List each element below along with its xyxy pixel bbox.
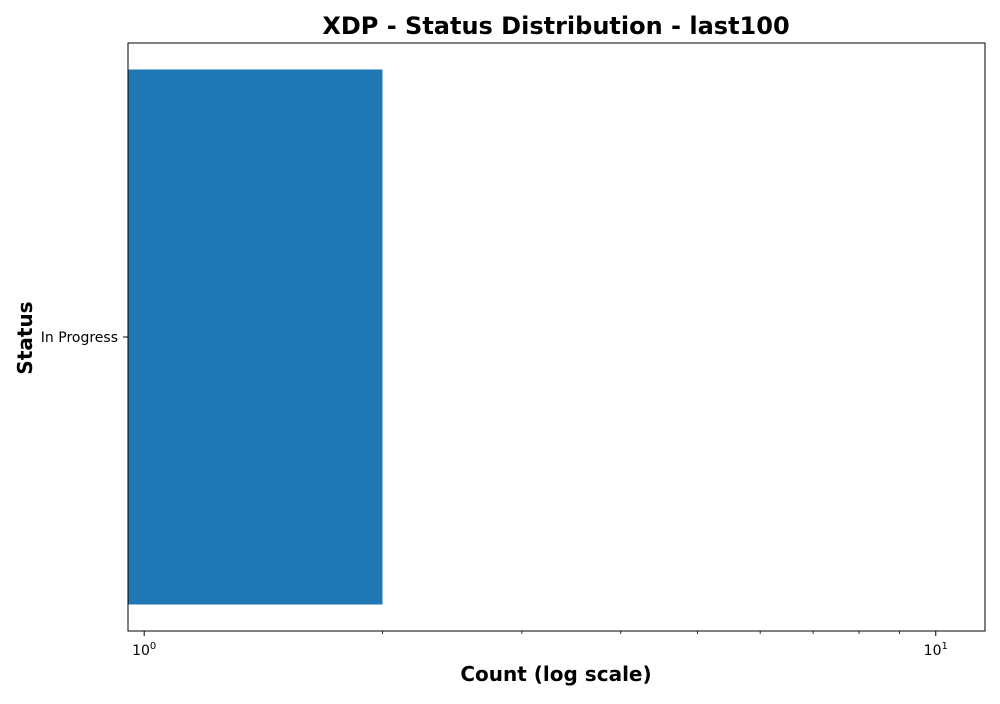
plot-area: In Progress 100 101 — [41, 42, 986, 659]
chart-title: XDP - Status Distribution - last100 — [322, 12, 789, 40]
bar-in-progress — [128, 69, 383, 605]
x-tick-label: 100 — [132, 641, 156, 659]
plot-frame — [127, 42, 986, 632]
y-tick-label: In Progress — [41, 330, 118, 346]
y-axis-label: Status — [13, 301, 37, 374]
x-axis-label: Count (log scale) — [460, 662, 651, 686]
x-tick-label: 101 — [924, 641, 948, 659]
